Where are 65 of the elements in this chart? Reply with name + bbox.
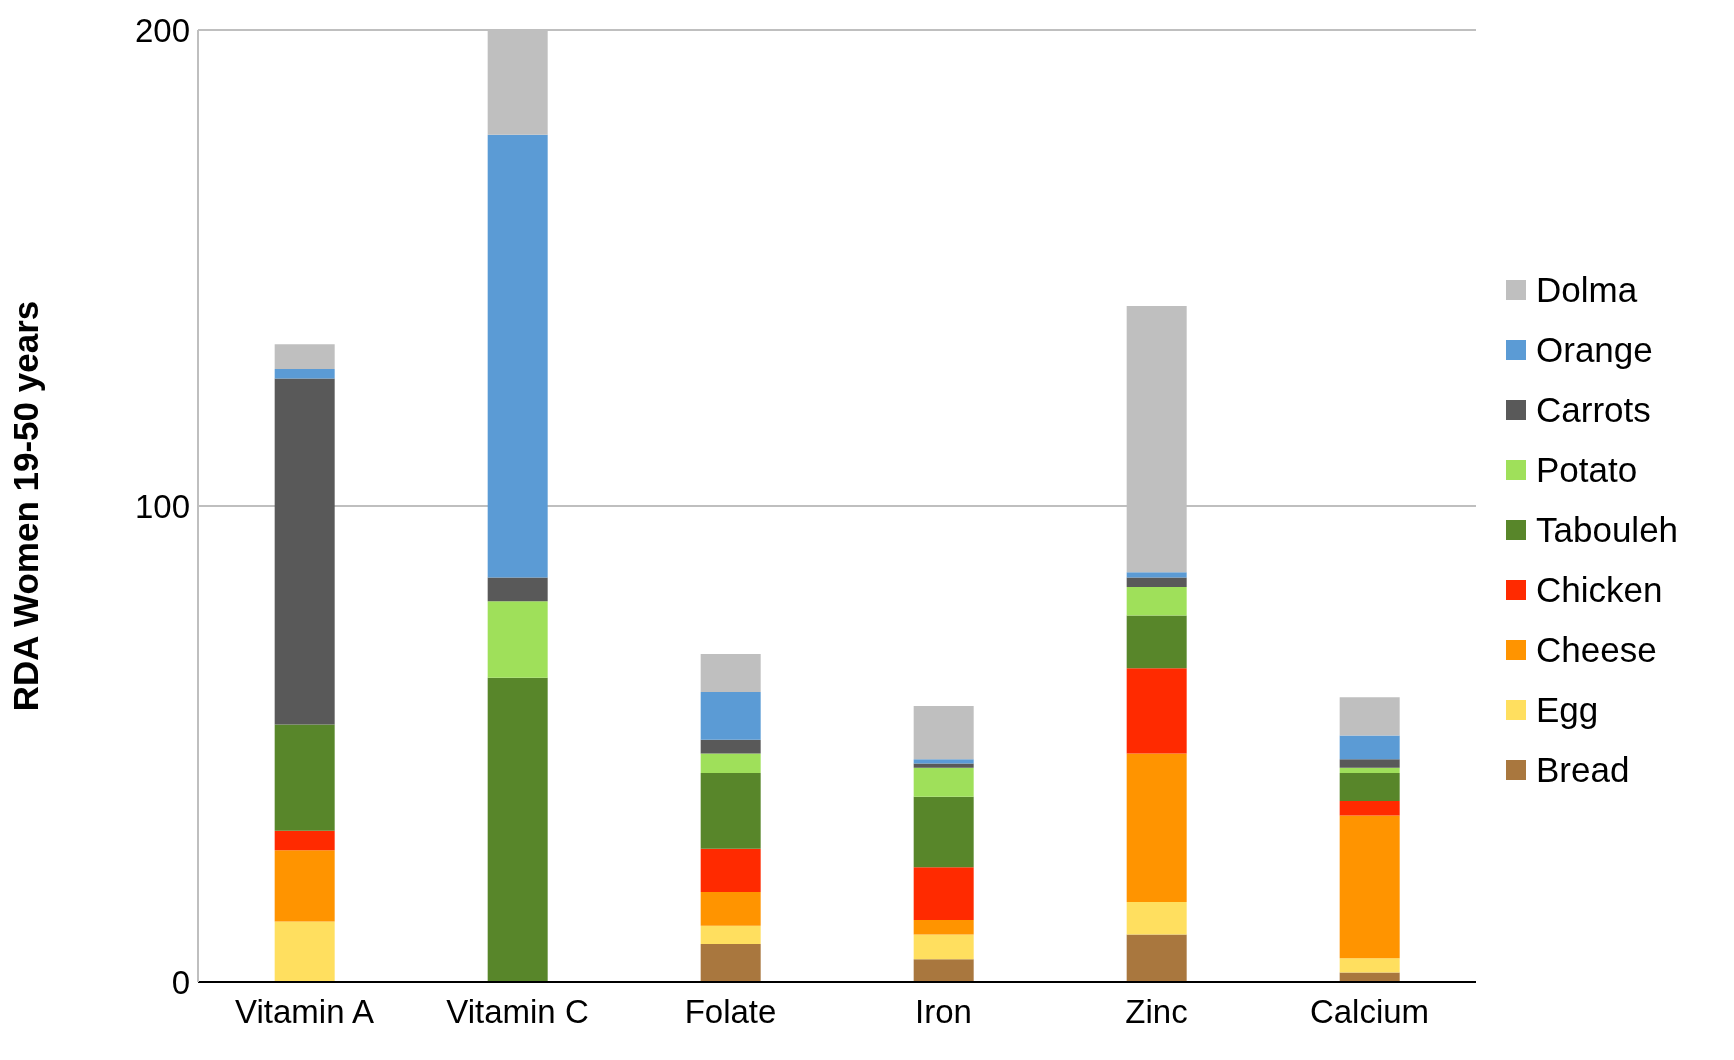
bar xyxy=(1126,577,1187,587)
bar xyxy=(913,763,974,768)
bar xyxy=(1339,767,1400,774)
bar xyxy=(487,677,548,982)
bar xyxy=(1339,773,1400,802)
x-tick-label: Vitamin A xyxy=(235,993,374,1031)
bar xyxy=(1339,815,1400,959)
bar xyxy=(700,892,761,926)
x-tick-label: Iron xyxy=(915,993,972,1031)
x-tick-label: Calcium xyxy=(1309,993,1430,1031)
bar xyxy=(487,577,548,602)
bar xyxy=(1339,759,1400,768)
bar xyxy=(700,773,761,849)
y-tick-label: 100 xyxy=(134,487,190,525)
bar xyxy=(1126,934,1187,982)
bar xyxy=(1339,801,1400,816)
bar xyxy=(1339,697,1400,736)
bar xyxy=(274,830,335,851)
legend-label: Egg xyxy=(1536,690,1599,730)
bar xyxy=(913,959,974,982)
x-tick-label: Vitamin C xyxy=(446,993,589,1031)
legend-label: Bread xyxy=(1536,750,1630,790)
x-tick-label: Zinc xyxy=(1125,993,1188,1031)
bar xyxy=(1126,753,1187,903)
bar xyxy=(1339,735,1400,760)
bar xyxy=(274,850,335,922)
bar xyxy=(700,692,761,740)
legend-label: Cheese xyxy=(1536,630,1657,670)
bar xyxy=(913,796,974,868)
bar xyxy=(700,943,761,982)
bar xyxy=(1126,586,1187,616)
bar xyxy=(700,753,761,774)
legend-label: Potato xyxy=(1536,450,1638,490)
y-tick-label: 200 xyxy=(134,11,190,49)
bar xyxy=(913,767,974,797)
x-tick-label: Folate xyxy=(684,993,777,1031)
legend-label: Carrots xyxy=(1536,390,1651,430)
bar xyxy=(274,344,335,369)
legend-label: Orange xyxy=(1536,330,1653,370)
bar xyxy=(700,925,761,944)
legend-label: Dolma xyxy=(1536,270,1638,310)
bar xyxy=(1126,572,1187,578)
bar xyxy=(913,920,974,935)
legend-label: Tabouleh xyxy=(1536,510,1679,550)
bar xyxy=(274,368,335,379)
bar xyxy=(274,724,335,831)
bar xyxy=(913,934,974,960)
bar xyxy=(487,134,548,578)
legend-label: Chicken xyxy=(1536,570,1663,610)
bar xyxy=(700,848,761,893)
y-tick-label: 0 xyxy=(171,963,190,1001)
bar xyxy=(274,378,335,725)
bar xyxy=(913,867,974,921)
bar xyxy=(700,654,761,693)
bar xyxy=(700,739,761,754)
bar xyxy=(913,759,974,764)
bar xyxy=(913,705,974,760)
bar xyxy=(487,601,548,678)
y-axis-title: RDA Women 19-50 years xyxy=(6,300,46,712)
bar xyxy=(274,921,335,982)
bar xyxy=(1339,972,1400,982)
bar xyxy=(1339,958,1400,973)
bar xyxy=(1126,668,1187,754)
bar xyxy=(1126,615,1187,669)
bar xyxy=(1126,902,1187,935)
